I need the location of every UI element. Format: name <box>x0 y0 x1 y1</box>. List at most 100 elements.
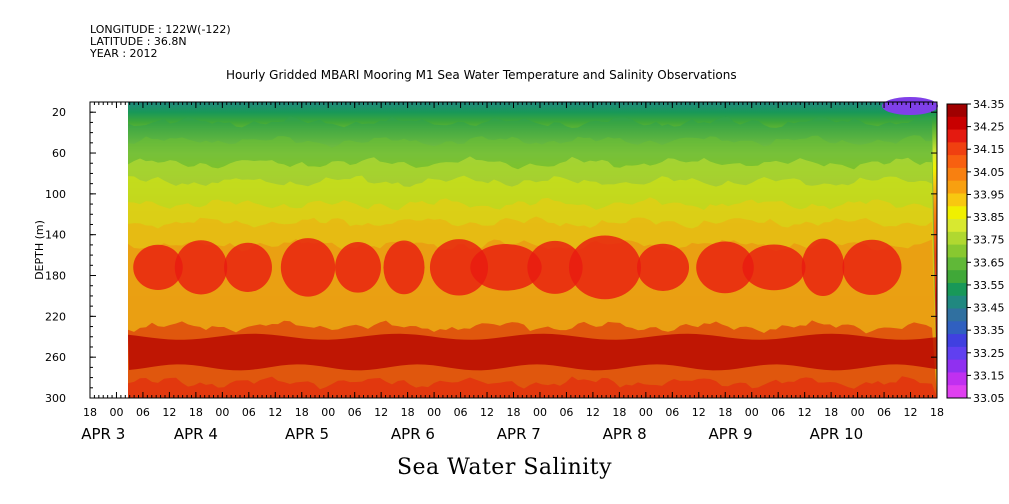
colorbar-label: 33.65 <box>973 256 1005 269</box>
salinity-lobe <box>280 238 336 297</box>
x-day-label: APR 6 <box>391 425 435 443</box>
salinity-lobe <box>568 235 642 300</box>
x-hour-label: 00 <box>109 406 123 419</box>
colorbar-label: 33.05 <box>973 392 1005 405</box>
salinity-lobe <box>429 239 489 296</box>
x-hour-label: 18 <box>189 406 203 419</box>
salinity-lobe <box>842 239 902 295</box>
colorbar-swatch <box>947 167 967 182</box>
colorbar-swatch <box>947 142 967 156</box>
colorbar-label: 33.25 <box>973 347 1005 360</box>
colorbar-label: 33.75 <box>973 234 1005 247</box>
colorbar-label: 33.85 <box>973 211 1005 224</box>
x-hour-label: 18 <box>718 406 732 419</box>
x-hour-label: 06 <box>136 406 150 419</box>
colorbar-swatch <box>947 129 967 143</box>
longitude-label: LONGITUDE : 122W(-122) <box>90 23 231 36</box>
salinity-lobe <box>383 240 425 295</box>
colorbar-label: 33.45 <box>973 302 1005 315</box>
y-tick-label: 60 <box>52 147 66 160</box>
x-hour-label: 18 <box>83 406 97 419</box>
colorbar-swatch <box>947 219 967 233</box>
x-hour-label: 06 <box>877 406 891 419</box>
x-hour-label: 18 <box>824 406 838 419</box>
colorbar-swatch <box>947 295 967 310</box>
colorbar-swatch <box>947 372 967 386</box>
x-hour-label: 00 <box>745 406 759 419</box>
y-tick-label: 260 <box>45 351 66 364</box>
colorbar-swatch <box>947 321 967 335</box>
colorbar-swatch <box>947 116 967 131</box>
x-day-label: APR 5 <box>285 425 329 443</box>
colorbar-swatch <box>947 334 967 348</box>
x-hour-label: 00 <box>321 406 335 419</box>
colorbar-label: 34.25 <box>973 121 1005 134</box>
x-hour-label: 12 <box>374 406 388 419</box>
low-salinity-patch <box>882 97 938 115</box>
colorbar-label: 34.35 <box>973 98 1005 111</box>
colorbar-swatch <box>947 206 967 220</box>
x-hour-label: 18 <box>401 406 415 419</box>
variable-title: Sea Water Salinity <box>396 455 613 480</box>
salinity-lobe <box>801 238 845 297</box>
colorbar-swatch <box>947 308 967 322</box>
y-tick-label: 220 <box>45 310 66 323</box>
colorbar-swatch <box>947 282 967 297</box>
latitude-label: LATITUDE : 36.8N <box>90 35 187 48</box>
salinity-lobe <box>335 242 381 293</box>
colorbar-swatch <box>947 193 967 207</box>
salinity-lobe <box>636 243 690 291</box>
x-hour-label: 00 <box>427 406 441 419</box>
colorbar-label: 33.55 <box>973 279 1005 292</box>
salinity-lobe <box>174 240 228 295</box>
x-hour-label: 00 <box>215 406 229 419</box>
x-hour-label: 18 <box>507 406 521 419</box>
x-hour-label: 18 <box>930 406 944 419</box>
x-day-label: APR 7 <box>497 425 541 443</box>
x-hour-label: 12 <box>798 406 812 419</box>
colorbar-label: 33.35 <box>973 324 1005 337</box>
salinity-lobe <box>224 242 272 292</box>
x-hour-label: 12 <box>586 406 600 419</box>
x-hour-label: 06 <box>242 406 256 419</box>
colorbar-label: 34.15 <box>973 143 1005 156</box>
x-hour-label: 12 <box>904 406 918 419</box>
colorbar-swatch <box>947 385 967 399</box>
colorbar-label: 33.95 <box>973 188 1005 201</box>
colorbar-label: 33.15 <box>973 369 1005 382</box>
colorbar-swatch <box>947 244 967 258</box>
x-hour-label: 12 <box>692 406 706 419</box>
y-tick-label: 180 <box>45 270 66 283</box>
salinity-lobe <box>696 241 754 294</box>
salinity-lobe <box>527 240 583 294</box>
axes: 20 60 100 140 180 220 260 300 DEPTH (m) 18 00 06 12 1… <box>33 101 944 443</box>
x-hour-label: 06 <box>559 406 573 419</box>
colorbar-swatch <box>947 257 967 271</box>
x-hour-label: 06 <box>454 406 468 419</box>
y-tick-label: 20 <box>52 106 66 119</box>
x-hour-label: 00 <box>533 406 547 419</box>
y-tick-label: 300 <box>45 392 66 405</box>
colorbar-swatch <box>947 270 967 284</box>
y-tick-label: 140 <box>45 229 66 242</box>
colorbar-swatch <box>947 180 967 194</box>
x-day-label: APR 3 <box>81 425 125 443</box>
salinity-contour-band <box>128 376 937 398</box>
x-hour-label: 18 <box>612 406 626 419</box>
colorbar-swatch <box>947 155 967 169</box>
x-day-label: APR 8 <box>603 425 647 443</box>
x-hour-label: 00 <box>851 406 865 419</box>
plot-area <box>90 97 938 399</box>
colorbar-swatch <box>947 346 967 361</box>
x-hour-label: 12 <box>162 406 176 419</box>
colorbar-label: 34.05 <box>973 166 1005 179</box>
chart-title: Hourly Gridded MBARI Mooring M1 Sea Wate… <box>226 68 737 82</box>
x-day-label: APR 10 <box>810 425 864 443</box>
colorbar-swatch <box>947 359 967 373</box>
high-salinity-deep-band <box>128 333 937 371</box>
colorbar-swatch <box>947 104 967 118</box>
x-hour-label: 06 <box>771 406 785 419</box>
salinity-lobe <box>742 244 806 291</box>
salinity-lobe <box>470 244 542 291</box>
